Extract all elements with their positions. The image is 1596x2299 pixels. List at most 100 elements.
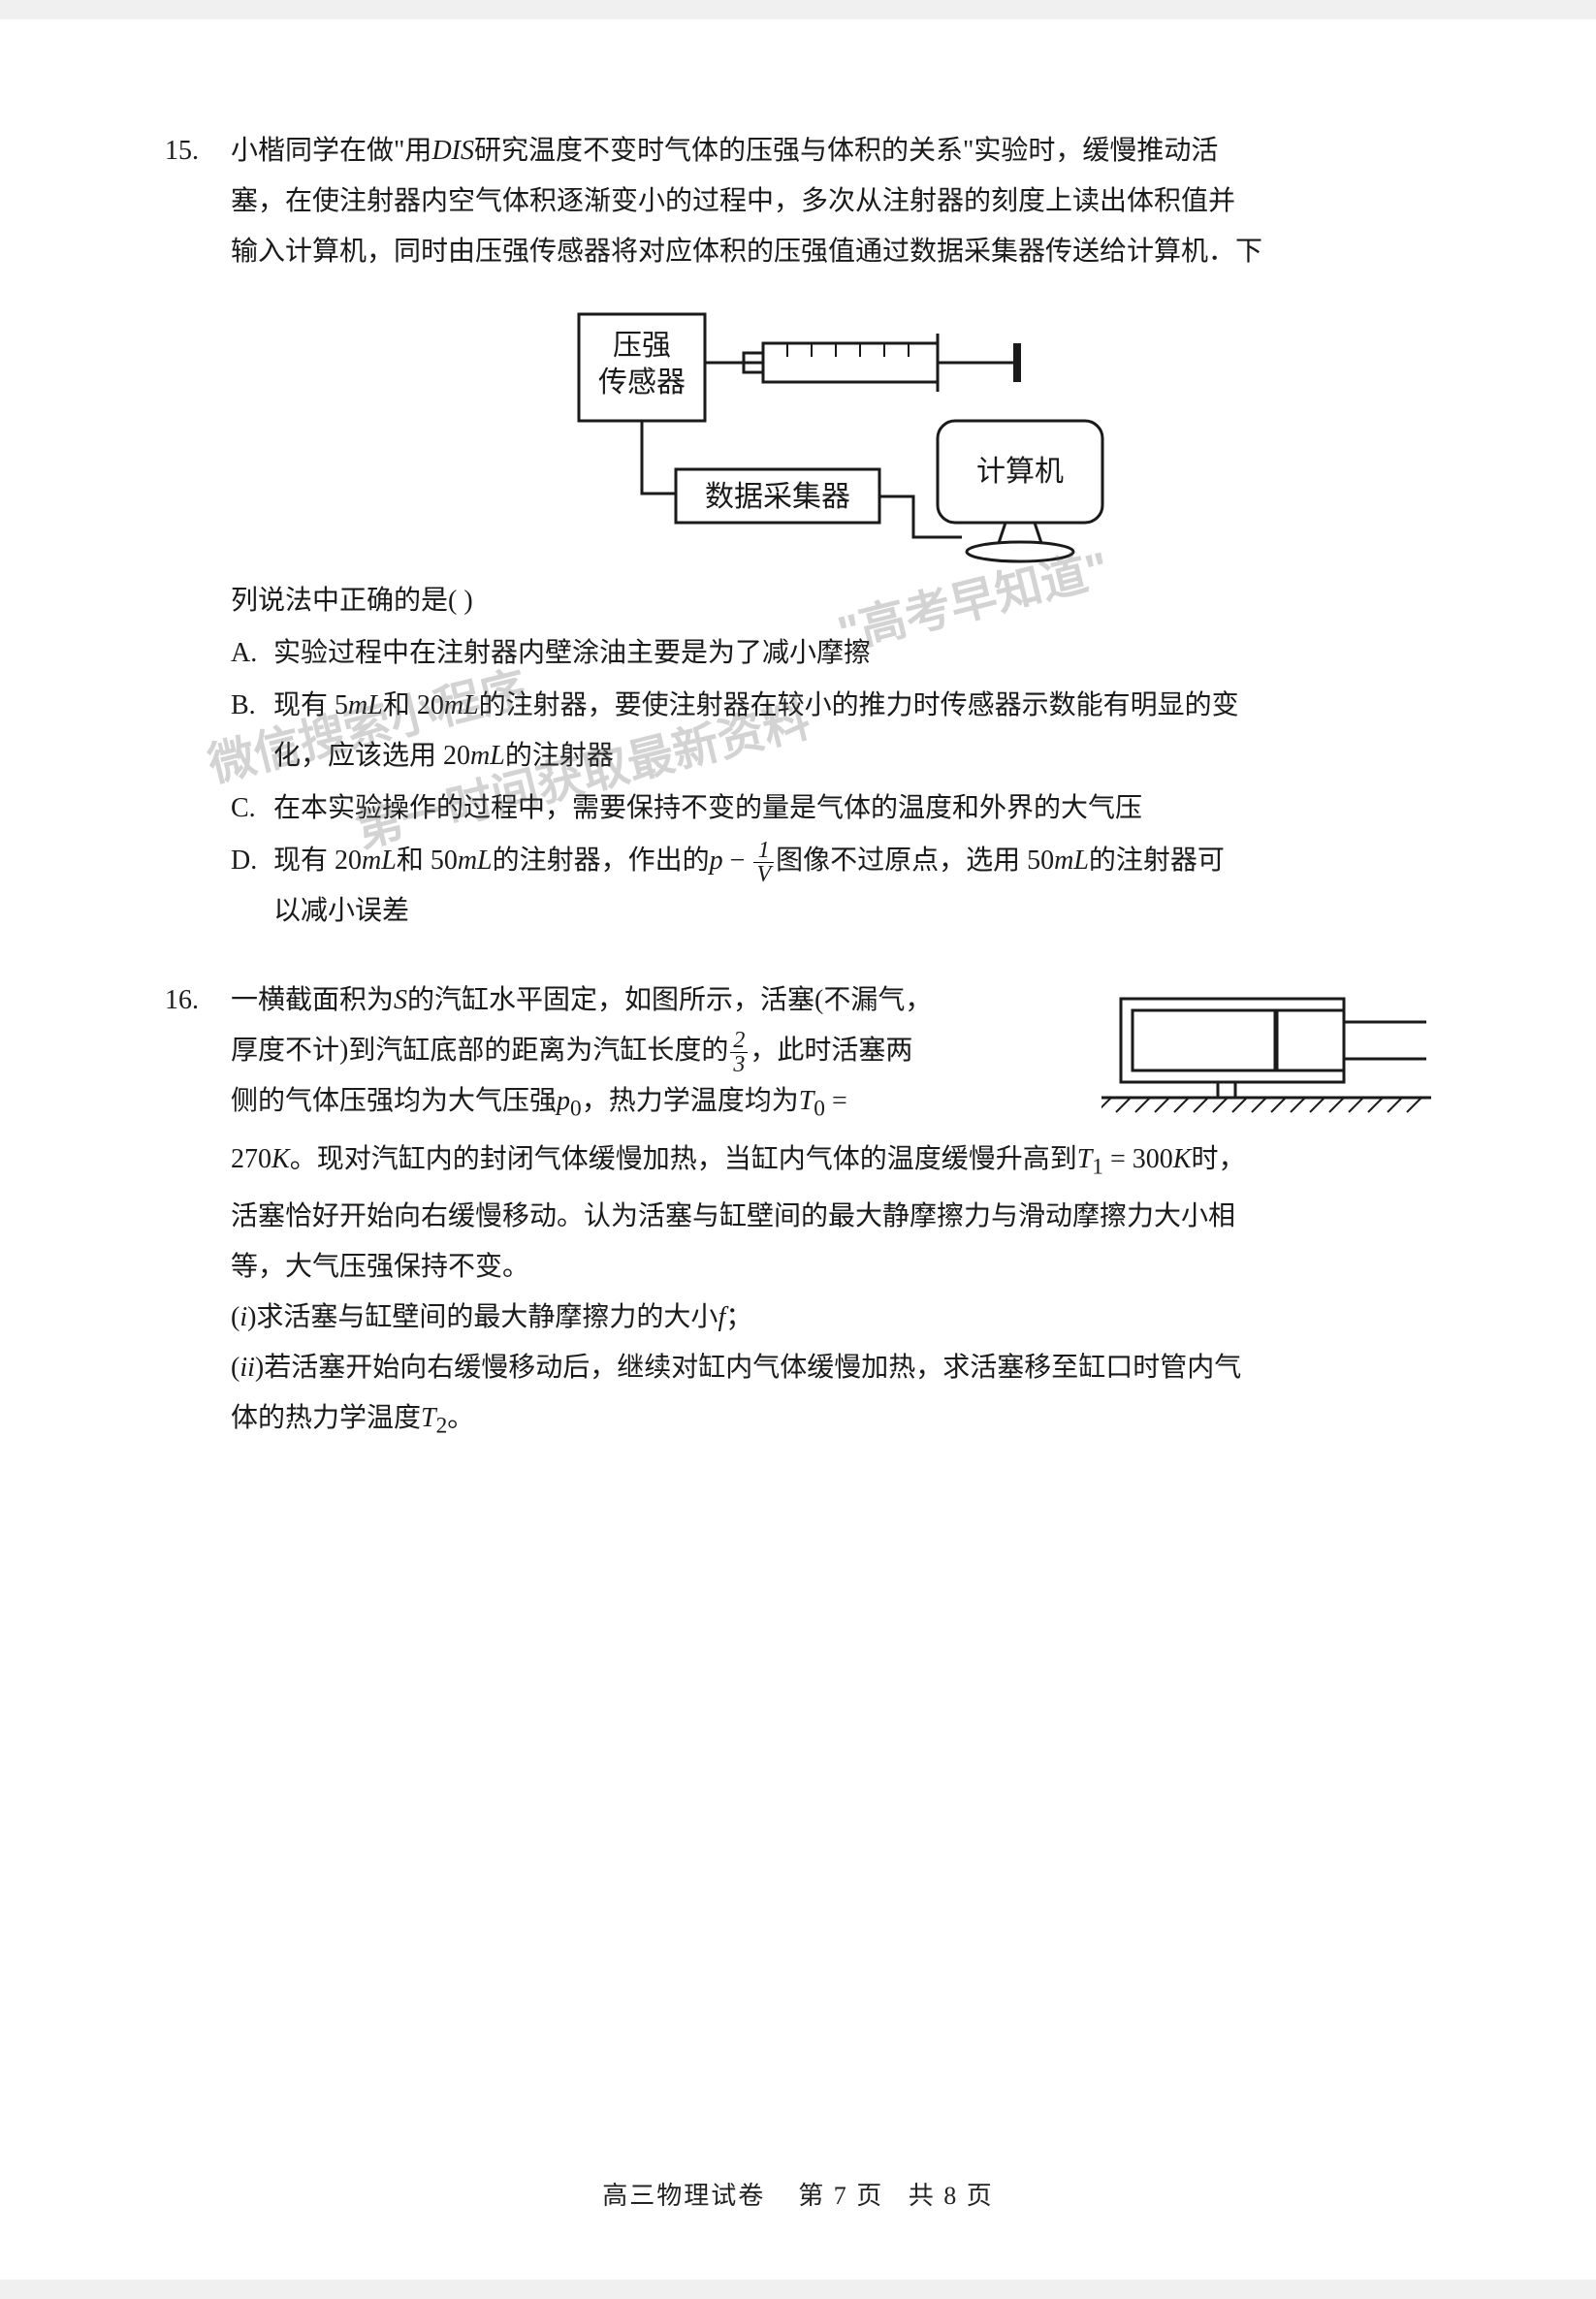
q16-l4d: 时， (1191, 1144, 1245, 1174)
question-16: 16. (165, 975, 1431, 1452)
syringe-plunger-thumb (1013, 343, 1021, 382)
opt-a-text: 实验过程中在注射器内壁涂油主要是为了减小摩擦 (273, 628, 1431, 679)
q16-subq-i: (i)求活塞与缸壁间的最大静摩擦力的大小f； (231, 1293, 1431, 1343)
q16-T2-sub: 2 (436, 1414, 448, 1439)
opt-b-ml2: mL (444, 690, 479, 720)
q16-i2b: )若活塞开始向右缓慢移动后，继续对缸内气体缓慢加热，求活塞移至缸口时管内气 (255, 1353, 1241, 1383)
q15-dis: DIS (431, 136, 474, 166)
q16-l4a: 270 (231, 1144, 271, 1174)
q16-S: S (394, 985, 407, 1015)
q15-option-c: C. 在本实验操作的过程中，需要保持不变的量是气体的温度和外界的大气压 (231, 783, 1431, 834)
q16-i2a: ( (231, 1353, 239, 1383)
opt-d-frac: 1V (753, 839, 774, 886)
q16-T2: T (421, 1403, 436, 1433)
q16-l1b: 的汽缸水平固定，如图所示，活塞(不漏气， (407, 985, 932, 1015)
opt-b-t5: 的注射器 (505, 741, 614, 771)
opt-d-label: D. (231, 836, 273, 937)
opt-d-ml2: mL (458, 846, 493, 876)
q16-i1b: )求活塞与缸壁间的最大静摩擦力的大小 (247, 1302, 718, 1332)
opt-b-label: B. (231, 681, 273, 782)
q16-T0-sub: 0 (814, 1097, 825, 1122)
opt-d-t1: 现有 20 (273, 846, 362, 876)
sensor-label-2: 传感器 (598, 367, 686, 399)
q16-T0: T (799, 1086, 814, 1116)
q16-ii: ii (239, 1353, 255, 1383)
q16-T1: T (1077, 1144, 1093, 1174)
opt-b-t1: 现有 5 (273, 690, 348, 720)
q16-i: i (239, 1302, 247, 1332)
q16-i3a: 体的热力学温度 (231, 1403, 421, 1433)
q16-subq-ii-2: 体的热力学温度T2。 (231, 1393, 1431, 1452)
q16-body: 一横截面积为S的汽缸水平固定，如图所示，活塞(不漏气， 厚度不计)到汽缸底部的距… (231, 975, 1431, 1452)
cylinder-svg (1101, 981, 1431, 1127)
opt-d-dash: − (723, 846, 752, 876)
q16-line5: 活塞恰好开始向右缓慢移动。认为活塞与缸壁间的最大静摩擦力与滑动摩擦力大小相 (231, 1192, 1431, 1242)
q16-K2: K (1173, 1144, 1192, 1174)
exam-page: 15. 小楷同学在做"用DIS研究温度不变时气体的压强与体积的关系"实验时，缓慢… (0, 19, 1596, 2280)
opt-c-text: 在本实验操作的过程中，需要保持不变的量是气体的温度和外界的大气压 (273, 783, 1431, 834)
collector-label: 数据采集器 (705, 481, 850, 513)
opt-b-t2: 和 20 (383, 690, 444, 720)
q16-l4b: 。现对汽缸内的封闭气体缓慢加热，当缸内气体的温度缓慢升高到 (290, 1144, 1077, 1174)
q16-i1a: ( (231, 1302, 239, 1332)
opt-b-t3: 的注射器，要使注射器在较小的推力时传感器示数能有明显的变 (479, 690, 1239, 720)
q15-stem-line1: 小楷同学在做"用DIS研究温度不变时气体的压强与体积的关系"实验时，缓慢推动活 (231, 126, 1431, 176)
q16-number: 16. (165, 975, 231, 1026)
opt-b-text: 现有 5mL和 20mL的注射器，要使注射器在较小的推力时传感器示数能有明显的变… (273, 681, 1431, 782)
opt-d-t6: 以减小误差 (273, 896, 409, 926)
q15-diagram: 压强 传感器 (521, 295, 1141, 566)
q15-option-a: A. 实验过程中在注射器内壁涂油主要是为了减小摩擦 (231, 628, 1431, 679)
q15-post-diagram: 列说法中正确的是( ) (231, 576, 1431, 626)
opt-d-text: 现有 20mL和 50mL的注射器，作出的p − 1V图像不过原点，选用 50m… (273, 836, 1431, 937)
q16-T1-sub: 1 (1092, 1154, 1103, 1179)
q16-i1c: ； (725, 1302, 752, 1332)
opt-d-t4: 图像不过原点，选用 50 (776, 846, 1054, 876)
hatch-support (1101, 1098, 1431, 1112)
opt-b-ml1: mL (348, 690, 383, 720)
q16-p0-sub: 0 (570, 1097, 582, 1122)
opt-d-ml3: mL (1054, 846, 1089, 876)
q15-stem-line3: 输入计算机，同时由压强传感器将对应体积的压强值通过数据采集器传送给计算机．下 (231, 227, 1431, 277)
q15-body: 小楷同学在做"用DIS研究温度不变时气体的压强与体积的关系"实验时，缓慢推动活 … (231, 126, 1431, 937)
q16-i3b: 。 (447, 1403, 474, 1433)
q16-l2a: 厚度不计)到汽缸底部的距离为汽缸长度的 (231, 1036, 728, 1066)
q15-option-b: B. 现有 5mL和 20mL的注射器，要使注射器在较小的推力时传感器示数能有明… (231, 681, 1431, 782)
q16-l3a: 侧的气体压强均为大气压强 (231, 1086, 557, 1116)
q16-K1: K (271, 1144, 290, 1174)
q15-number: 15. (165, 126, 231, 176)
opt-d-p: p (710, 846, 723, 876)
opt-b-t4: 化，应该选用 20 (273, 741, 470, 771)
frac-num: 1 (753, 839, 774, 863)
q15-diagram-wrap: 压强 传感器 (231, 295, 1431, 566)
q15-stem-part2: 研究温度不变时气体的压强与体积的关系"实验时，缓慢推动活 (474, 136, 1218, 166)
opt-d-t3: 的注射器，作出的 (493, 846, 710, 876)
footer-subject: 高三物理试卷 (602, 2182, 765, 2210)
frac-num: 2 (730, 1029, 748, 1053)
wire-sensor-collector (642, 421, 676, 494)
q16-l3b: ，热力学温度均为 (582, 1086, 799, 1116)
opt-c-label: C. (231, 783, 273, 834)
syringe-barrel (763, 343, 938, 382)
cylinder-leg (1218, 1082, 1235, 1098)
q15-stem-part1: 小楷同学在做"用 (231, 136, 431, 166)
page-footer: 高三物理试卷 第 7 页 共 8 页 (0, 2176, 1596, 2212)
q16-l2b: ，此时活塞两 (750, 1036, 912, 1066)
q16-l4c: = 300 (1103, 1144, 1173, 1174)
q16-cylinder-diagram (1101, 981, 1431, 1127)
q15-option-d: D. 现有 20mL和 50mL的注射器，作出的p − 1V图像不过原点，选用 … (231, 836, 1431, 937)
question-15: 15. 小楷同学在做"用DIS研究温度不变时气体的压强与体积的关系"实验时，缓慢… (165, 126, 1431, 937)
q16-subq-ii-1: (ii)若活塞开始向右缓慢移动后，继续对缸内气体缓慢加热，求活塞移至缸口时管内气 (231, 1343, 1431, 1393)
computer-label: 计算机 (976, 456, 1064, 488)
q16-line6: 等，大气压强保持不变。 (231, 1242, 1431, 1293)
frac-den: 3 (730, 1053, 748, 1076)
opt-d-t2: 和 50 (397, 846, 458, 876)
q16-line4: 270K。现对汽缸内的封闭气体缓慢加热，当缸内气体的温度缓慢升高到T1 = 30… (231, 1134, 1431, 1193)
sensor-label-1: 压强 (613, 330, 671, 362)
computer-base (967, 542, 1073, 561)
q16-l1a: 一横截面积为 (231, 985, 394, 1015)
q16-frac23: 23 (730, 1029, 748, 1076)
q16-l3c: = (825, 1086, 847, 1116)
footer-total: 共 8 页 (909, 2182, 994, 2210)
opt-b-ml3: mL (470, 741, 505, 771)
q15-stem-line2: 塞，在使注射器内空气体积逐渐变小的过程中，多次从注射器的刻度上读出体积值并 (231, 176, 1431, 227)
